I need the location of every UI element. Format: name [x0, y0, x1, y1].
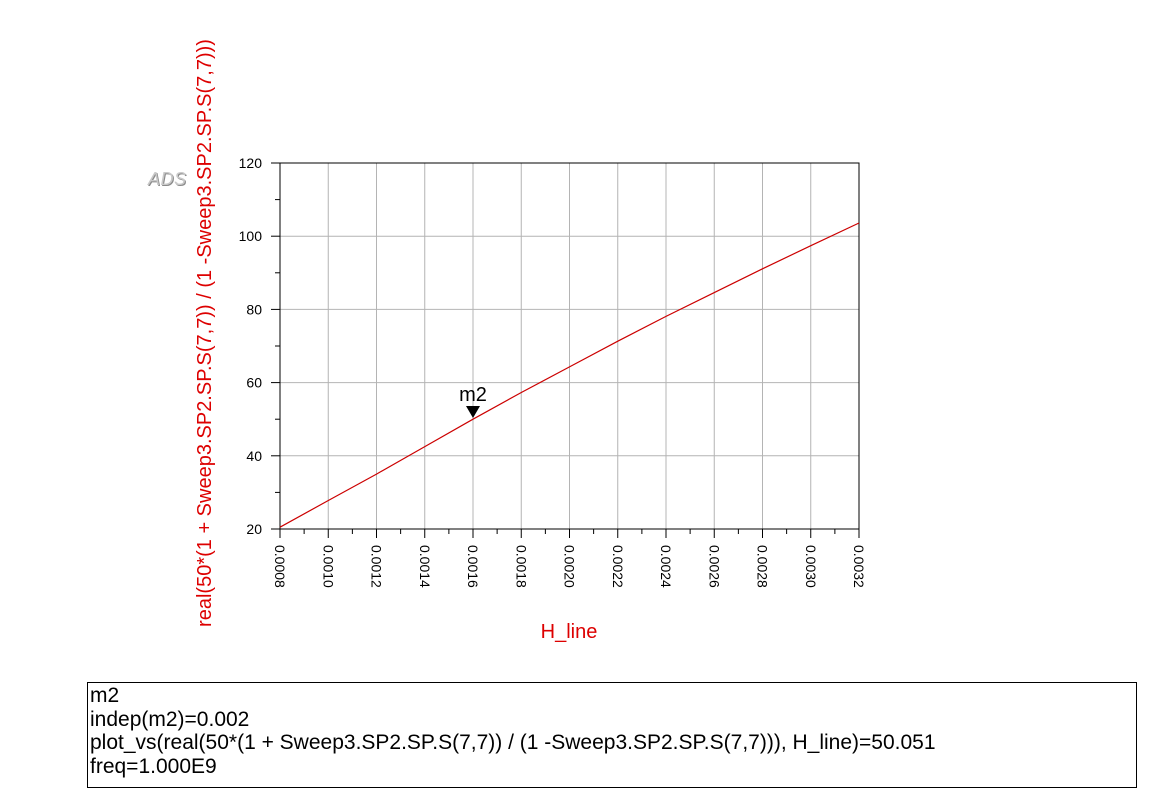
x-tick-label: 0.0008	[272, 545, 288, 588]
y-axis-label: real(50*(1 + Sweep3.SP2.SP.S(7,7)) / (1 …	[194, 39, 216, 627]
x-tick-label: 0.0022	[610, 545, 626, 588]
x-tick-label: 0.0026	[706, 545, 722, 588]
marker-readout-name: m2	[90, 684, 120, 707]
y-tick-label: 60	[246, 375, 262, 391]
x-tick-label: 0.0010	[320, 545, 336, 588]
marker-triangle[interactable]	[466, 406, 480, 419]
grid	[280, 163, 859, 529]
x-tick-label: 0.0030	[803, 545, 819, 588]
marker-readout-freq: freq=1.000E9	[90, 754, 217, 778]
marker-readout-indep: indep(m2)=0.002	[90, 707, 250, 731]
axis-ticks: 0.0008 0.0010 0.0012 0.0014 0.0016 0.0018 0.00…	[239, 155, 867, 588]
y-tick-label: 40	[246, 448, 262, 464]
ads-watermark: ADS	[148, 169, 187, 189]
x-tick-label: 0.0014	[417, 545, 433, 588]
series-layer	[279, 222, 860, 528]
x-tick-label: 0.0020	[562, 545, 578, 588]
x-tick-label: 0.0018	[513, 545, 529, 588]
x-tick-label: 0.0032	[851, 545, 867, 588]
series-line	[279, 222, 860, 528]
marker-readout-value: plot_vs(real(50*(1 + Sweep3.SP2.SP.S(7,7…	[90, 731, 936, 754]
x-tick-label: 0.0012	[369, 545, 385, 588]
x-tick-label: 0.0016	[465, 545, 481, 588]
y-tick-label: 100	[239, 228, 263, 244]
y-tick-label: 120	[239, 155, 263, 171]
marker-readout-box[interactable]: m2 indep(m2)=0.002 plot_vs(real(50*(1 + …	[87, 682, 1137, 788]
x-tick-label: 0.0028	[755, 545, 771, 588]
marker-label: m2	[459, 384, 487, 406]
x-tick-label: 0.0024	[658, 545, 674, 588]
x-axis-label: H_line	[541, 621, 598, 643]
y-tick-label: 80	[246, 301, 262, 317]
y-tick-label: 20	[246, 521, 262, 537]
marker-m2[interactable]: m2	[459, 384, 487, 419]
